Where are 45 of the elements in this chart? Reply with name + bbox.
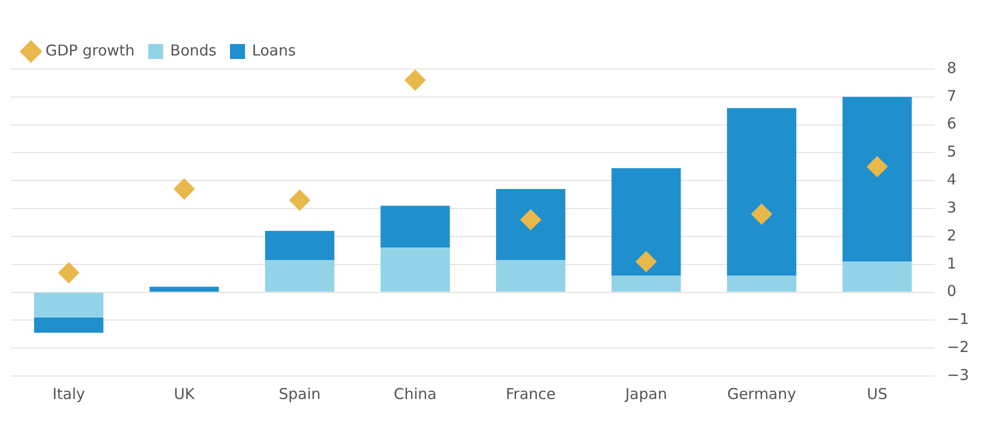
y-tick-label: −1	[946, 310, 970, 328]
y-tick-label: 0	[946, 282, 956, 300]
legend-label: Bonds	[170, 41, 217, 60]
bar	[150, 286, 219, 292]
legend-label: GDP growth	[46, 41, 135, 60]
y-tick-label: 3	[946, 198, 956, 216]
y-tick-label: 5	[946, 142, 956, 161]
point	[636, 251, 657, 272]
bar	[842, 96, 912, 262]
bar	[265, 230, 334, 260]
bar	[380, 206, 450, 248]
point	[404, 70, 426, 91]
y-tick-label: 4	[946, 170, 956, 189]
x-tick-label: Spain	[278, 384, 321, 403]
x-tick-label: Japan	[624, 384, 668, 403]
x-tick-label: UK	[174, 384, 196, 403]
y-tick-label: 8	[946, 58, 956, 77]
bar	[727, 276, 796, 292]
bar	[34, 317, 104, 333]
y-tick-label: 7	[946, 86, 956, 105]
bar	[612, 276, 681, 292]
point	[58, 262, 80, 284]
point	[289, 190, 310, 211]
bar	[727, 108, 796, 276]
x-tick-label: US	[866, 384, 888, 403]
x-tick-label: Italy	[52, 384, 86, 403]
y-tick-label: 2	[946, 226, 956, 244]
y-tick-label: 6	[946, 114, 956, 133]
bar	[842, 262, 912, 292]
x-tick-label: China	[394, 384, 437, 403]
bar	[496, 260, 566, 292]
bar	[496, 189, 566, 260]
bar	[34, 292, 104, 318]
bar	[265, 260, 334, 292]
y-tick-label: −2	[946, 338, 970, 356]
bar	[612, 168, 681, 276]
x-tick-label: Germany	[727, 384, 796, 403]
point	[751, 204, 772, 225]
point	[174, 178, 195, 200]
legend-label: Loans	[252, 41, 296, 60]
bar	[380, 248, 450, 292]
x-tick-label: France	[506, 384, 556, 403]
y-tick-label: 1	[946, 254, 956, 272]
point	[866, 156, 888, 178]
y-tick-label: −3	[946, 366, 970, 384]
